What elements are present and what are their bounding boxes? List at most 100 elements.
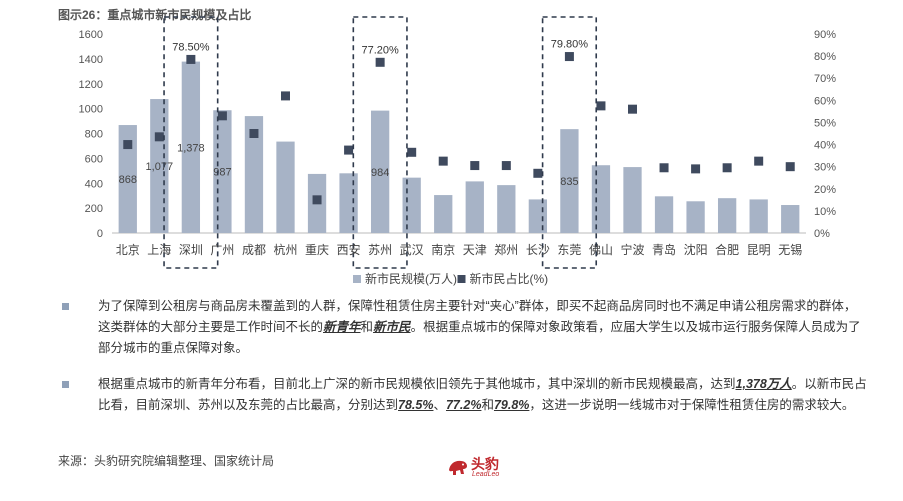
bullet-square-icon	[62, 381, 69, 388]
legend-label: 新市民规模(万人)	[365, 271, 457, 286]
bullet-text-segment: ，这进一步说明一线城市对于保障性租赁住房的需求较大。	[529, 398, 854, 412]
point-value-label: 79.80%	[551, 39, 589, 51]
point-西安	[344, 146, 353, 155]
point-武汉	[407, 148, 416, 157]
point-value-label: 78.50%	[172, 41, 210, 53]
point-昆明	[754, 157, 763, 166]
bullet-text-segment: 和	[361, 320, 374, 334]
point-成都	[249, 129, 258, 138]
point-宁波	[628, 105, 637, 114]
x-axis-label: 北京	[116, 243, 140, 257]
x-axis-label: 无锡	[778, 242, 802, 257]
bar-无锡	[781, 205, 799, 233]
left-axis-tick-label: 600	[85, 153, 103, 165]
x-axis-label: 青岛	[652, 242, 676, 257]
point-青岛	[660, 163, 669, 172]
right-axis-tick-label: 70%	[814, 73, 836, 85]
source-note: 来源：头豹研究院编辑整理、国家统计局	[58, 452, 274, 469]
bar-value-label: 1,378	[177, 142, 205, 154]
highlighted-figure: 78.5%	[398, 398, 433, 412]
right-axis-tick-label: 10%	[814, 206, 836, 218]
bar-南京	[434, 195, 452, 233]
point-label-group: 78.50% 77.20% 79.80%	[172, 39, 588, 57]
bar-天津	[466, 181, 484, 233]
right-axis-tick-label: 30%	[814, 162, 836, 174]
logo-subtitle: LeadLeo	[472, 471, 499, 478]
bar-佛山	[592, 165, 610, 233]
x-axis-label: 西安	[337, 242, 361, 257]
bar-宁波	[623, 167, 641, 233]
bar-value-label: 984	[371, 167, 389, 179]
bar-series	[119, 62, 800, 233]
highlighted-figure: 新市民	[373, 320, 411, 334]
bar-value-label: 1,077	[146, 161, 174, 173]
x-axis-label: 上海	[147, 242, 171, 257]
right-axis-ticks: 0% 10% 20% 30% 40% 50% 60% 70% 80% 90%	[814, 29, 836, 240]
bar-沈阳	[686, 201, 704, 233]
legend-marker-swatch	[458, 275, 466, 283]
bar-value-label: 835	[560, 176, 578, 188]
bar-杭州	[276, 142, 294, 233]
point-重庆	[313, 195, 322, 204]
right-axis-tick-label: 20%	[814, 184, 836, 196]
x-axis-label: 东莞	[557, 243, 581, 257]
x-axis-label: 杭州	[273, 242, 297, 257]
x-axis-label: 广州	[210, 243, 234, 257]
x-axis-label: 重庆	[305, 243, 329, 257]
left-axis-ticks: 02004006008001000120014001600	[79, 29, 103, 240]
right-axis-tick-label: 40%	[814, 140, 836, 152]
highlighted-figure: 1,378万人	[736, 377, 792, 391]
brand-logo: 头豹 LeadLeo	[447, 454, 507, 484]
point-苏州	[376, 58, 385, 67]
point-天津	[470, 161, 479, 170]
x-axis-label: 苏州	[368, 243, 392, 257]
bar-value-label: 868	[119, 174, 137, 186]
bullet-2-text: 根据重点城市的新青年分布看，目前北上广深的新市民规模依旧领先于其他城市，其中深圳…	[98, 374, 867, 416]
bar-合肥	[718, 198, 736, 233]
point-长沙	[533, 169, 542, 178]
x-axis-label: 天津	[463, 243, 487, 257]
x-axis-label: 昆明	[747, 243, 771, 257]
x-axis-label: 长沙	[526, 243, 550, 257]
point-广州	[218, 111, 227, 120]
bullet-2: 根据重点城市的新青年分布看，目前北上广深的新市民规模依旧领先于其他城市，其中深圳…	[62, 374, 867, 416]
legend-label: 新市民占比(%)	[470, 271, 549, 286]
highlighted-figure: 79.8%	[494, 398, 529, 412]
x-axis-label: 宁波	[620, 242, 644, 257]
bar-昆明	[750, 199, 768, 233]
point-无锡	[786, 162, 795, 171]
left-axis-tick-label: 800	[85, 129, 103, 141]
bar-value-label: 987	[213, 167, 231, 179]
bullet-square-icon	[62, 303, 69, 310]
bullet-text-segment: 根据重点城市的新青年分布看，目前北上广深的新市民规模依旧领先于其他城市，其中深圳…	[98, 377, 736, 391]
left-axis-tick-label: 1200	[79, 79, 103, 91]
chart-legend: 新市民规模(万人) 新市民占比(%)	[353, 271, 548, 286]
point-北京	[123, 140, 132, 149]
point-深圳	[186, 55, 195, 64]
highlighted-figure: 新青年	[323, 320, 361, 334]
right-axis-tick-label: 90%	[814, 29, 836, 41]
x-axis-label: 合肥	[715, 242, 739, 257]
right-axis-tick-label: 60%	[814, 95, 836, 107]
highlighted-figure: 77.2%	[446, 398, 481, 412]
point-东莞	[565, 52, 574, 61]
x-axis-label: 深圳	[179, 243, 203, 257]
bullet-1-text: 为了保障到公租房与商品房未覆盖到的人群，保障性租赁住房主要针对“夹心”群体，即买…	[98, 296, 867, 359]
left-axis-tick-label: 200	[85, 203, 103, 215]
bullet-1: 为了保障到公租房与商品房未覆盖到的人群，保障性租赁住房主要针对“夹心”群体，即买…	[62, 296, 867, 359]
x-axis-label: 佛山	[589, 243, 613, 257]
x-axis-label: 南京	[431, 242, 455, 257]
point-佛山	[596, 101, 605, 110]
x-axis-label: 郑州	[494, 242, 518, 257]
bar-郑州	[497, 185, 515, 233]
bar-青岛	[655, 196, 673, 233]
left-axis-tick-label: 400	[85, 178, 103, 190]
left-axis-tick-label: 1000	[79, 104, 103, 116]
x-axis-label: 武汉	[400, 243, 424, 257]
left-axis-tick-label: 0	[97, 228, 103, 240]
bar-西安	[339, 173, 357, 233]
x-axis-label: 沈阳	[684, 242, 708, 257]
right-axis-tick-label: 0%	[814, 228, 830, 240]
point-沈阳	[691, 164, 700, 173]
